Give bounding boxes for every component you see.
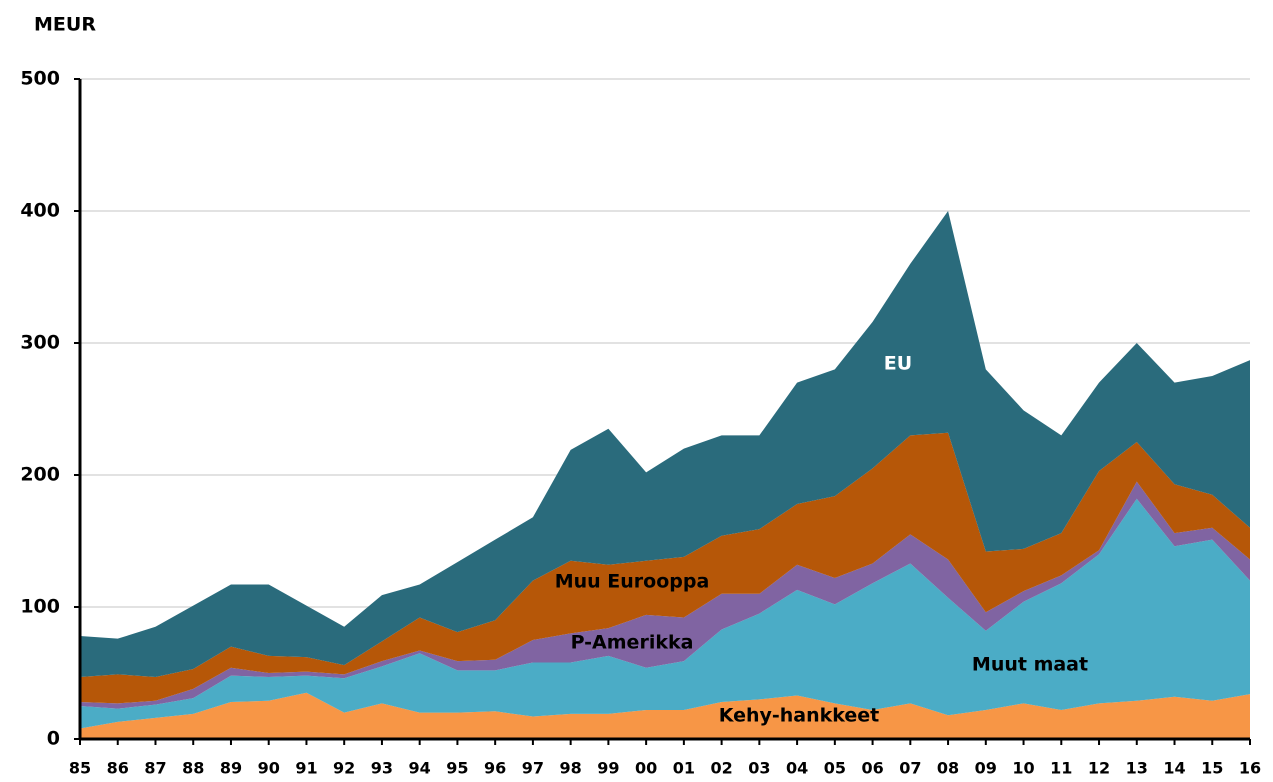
x-tick-label: 86 <box>107 759 129 778</box>
series-label: EU <box>884 353 912 375</box>
area <box>80 211 1250 677</box>
y-tick-label: 500 <box>20 68 60 90</box>
series-label: Muut maat <box>972 654 1088 676</box>
x-tick-label: 08 <box>937 759 959 778</box>
series-label: Muu Eurooppa <box>555 571 710 593</box>
x-tick-label: 10 <box>1012 759 1034 778</box>
x-tick-label: 14 <box>1163 759 1185 778</box>
x-tick-label: 87 <box>144 759 166 778</box>
area <box>80 481 1250 709</box>
y-tick-label: 400 <box>20 200 60 222</box>
x-tick-label: 01 <box>673 759 695 778</box>
x-tick-label: 13 <box>1126 759 1148 778</box>
x-tick-label: 12 <box>1088 759 1110 778</box>
x-tick-label: 11 <box>1050 759 1072 778</box>
x-tick-label: 88 <box>182 759 204 778</box>
x-tick-label: 85 <box>69 759 91 778</box>
x-tick-label: 09 <box>975 759 997 778</box>
x-tick-label: 95 <box>446 759 468 778</box>
series-label: Kehy-hankkeet <box>719 705 880 727</box>
x-tick-label: 98 <box>560 759 582 778</box>
x-tick-label: 94 <box>409 759 431 778</box>
x-tick-label: 89 <box>220 759 242 778</box>
area <box>80 432 1250 704</box>
area <box>80 692 1250 739</box>
x-tick-label: 07 <box>899 759 921 778</box>
x-tick-label: 16 <box>1239 759 1261 778</box>
x-tick-label: 90 <box>258 759 280 778</box>
y-tick-label: 100 <box>20 596 60 618</box>
x-tick-label: 03 <box>748 759 770 778</box>
area <box>80 498 1250 729</box>
y-tick-label: 200 <box>20 464 60 486</box>
y-tick-label: 0 <box>47 728 60 750</box>
x-tick-label: 97 <box>522 759 544 778</box>
x-tick-label: 91 <box>295 759 317 778</box>
x-tick-label: 04 <box>786 759 808 778</box>
x-tick-label: 99 <box>597 759 619 778</box>
y-tick-label: 300 <box>20 332 60 354</box>
x-tick-label: 92 <box>333 759 355 778</box>
x-tick-label: 00 <box>635 759 657 778</box>
x-tick-label: 96 <box>484 759 506 778</box>
x-tick-label: 05 <box>824 759 846 778</box>
x-tick-label: 06 <box>861 759 883 778</box>
x-tick-label: 02 <box>710 759 732 778</box>
series-label: P-Amerikka <box>571 632 694 654</box>
y-axis-label: MEUR <box>34 14 96 36</box>
x-tick-label: 15 <box>1201 759 1223 778</box>
x-tick-label: 93 <box>371 759 393 778</box>
